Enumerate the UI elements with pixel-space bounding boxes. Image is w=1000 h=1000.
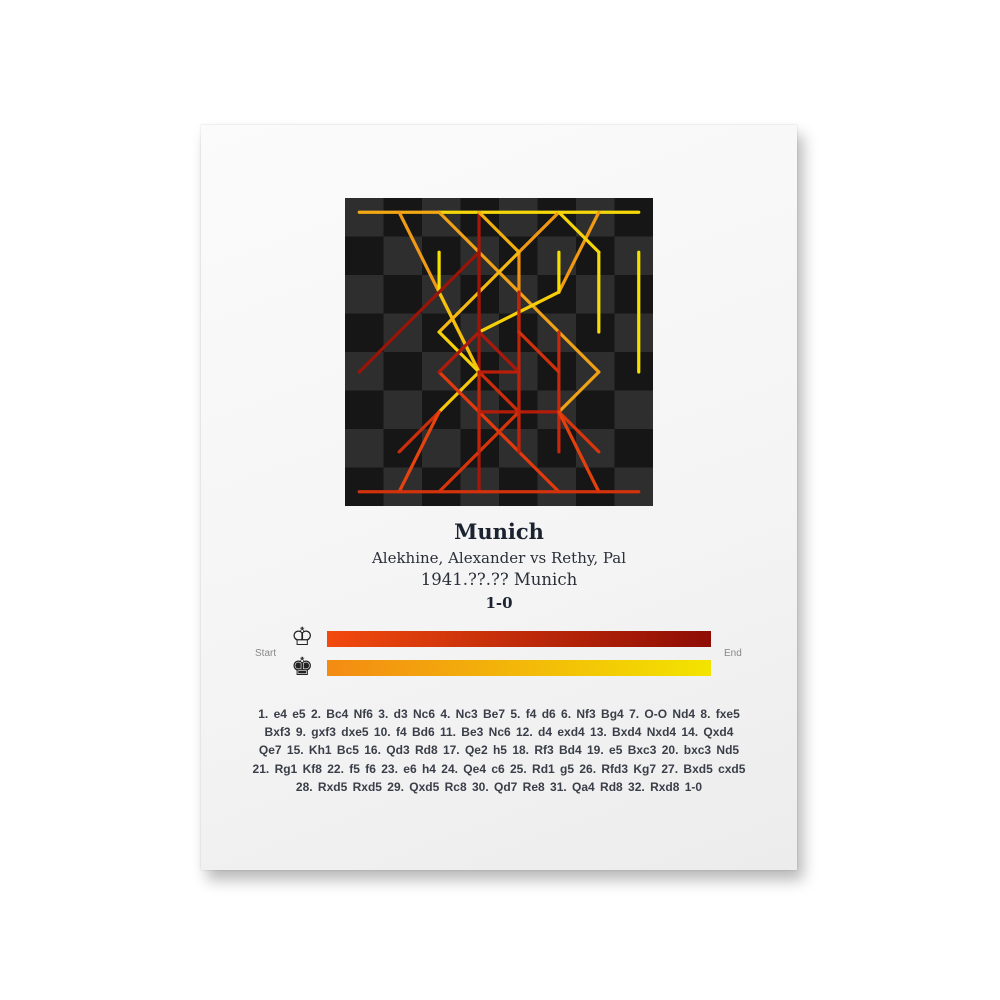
- board-square: [614, 352, 653, 391]
- board-square: [614, 313, 653, 353]
- board-square: [383, 313, 423, 353]
- board-square: [383, 390, 423, 430]
- board-square: [345, 352, 384, 391]
- board-square: [614, 275, 653, 314]
- board-square: [614, 198, 653, 237]
- move-path-line: [557, 210, 601, 294]
- board-square: [345, 275, 384, 314]
- chess-board-visualization: [345, 198, 653, 506]
- move-path-line: [557, 410, 601, 494]
- board-square: [499, 198, 538, 237]
- white-king-icon: ♔: [291, 623, 314, 651]
- board-square: [345, 313, 384, 353]
- move-path-line: [397, 210, 441, 294]
- move-path-line: [557, 370, 601, 414]
- move-path-line: [437, 290, 481, 374]
- board-square: [345, 390, 384, 430]
- end-label: End: [724, 648, 742, 659]
- move-path-line: [557, 410, 601, 454]
- board-square: [576, 390, 615, 430]
- poster: Munich Alekhine, Alexander vs Rethy, Pal…: [201, 125, 797, 870]
- board-square: [614, 429, 653, 468]
- board-square: [614, 467, 653, 506]
- board-square: [614, 236, 653, 276]
- game-players: Alekhine, Alexander vs Rethy, Pal: [371, 549, 627, 567]
- game-title: Munich: [454, 519, 544, 544]
- board-square: [422, 198, 461, 237]
- board-square: [576, 352, 615, 391]
- move-path-line: [397, 410, 441, 454]
- board-square: [422, 467, 461, 506]
- move-path-line: [477, 370, 521, 414]
- board-square: [345, 467, 384, 506]
- board-square: [576, 313, 615, 353]
- board-square: [345, 429, 384, 468]
- board-square: [499, 467, 538, 506]
- black-king-icon: ♚: [291, 653, 314, 681]
- move-path-line: [557, 210, 601, 254]
- white-moves-gradient-bar: [327, 631, 711, 647]
- board-square: [614, 390, 653, 430]
- move-list: 1. e4 e5 2. Bc4 Nf6 3. d3 Nc6 4. Nc3 Be7…: [252, 707, 746, 794]
- move-path-line: [517, 210, 561, 254]
- move-path-line: [437, 330, 481, 374]
- board-square: [576, 275, 615, 314]
- board-square: [345, 236, 384, 276]
- board-square: [383, 275, 423, 314]
- move-path-line: [477, 210, 521, 254]
- board-square: [537, 467, 577, 506]
- move-path-line: [477, 330, 521, 374]
- board-square: [345, 198, 384, 237]
- game-result: 1-0: [485, 594, 513, 612]
- black-moves-gradient-bar: [327, 660, 711, 676]
- board-square: [537, 313, 577, 353]
- move-path-line: [517, 330, 561, 374]
- move-path-line: [357, 250, 481, 374]
- board-square: [383, 352, 423, 391]
- board-square: [383, 236, 423, 276]
- board-square: [576, 236, 615, 276]
- start-label: Start: [255, 648, 277, 659]
- game-date-event: 1941.??.?? Munich: [420, 570, 578, 589]
- move-path-line: [397, 410, 441, 494]
- board-square: [537, 198, 577, 237]
